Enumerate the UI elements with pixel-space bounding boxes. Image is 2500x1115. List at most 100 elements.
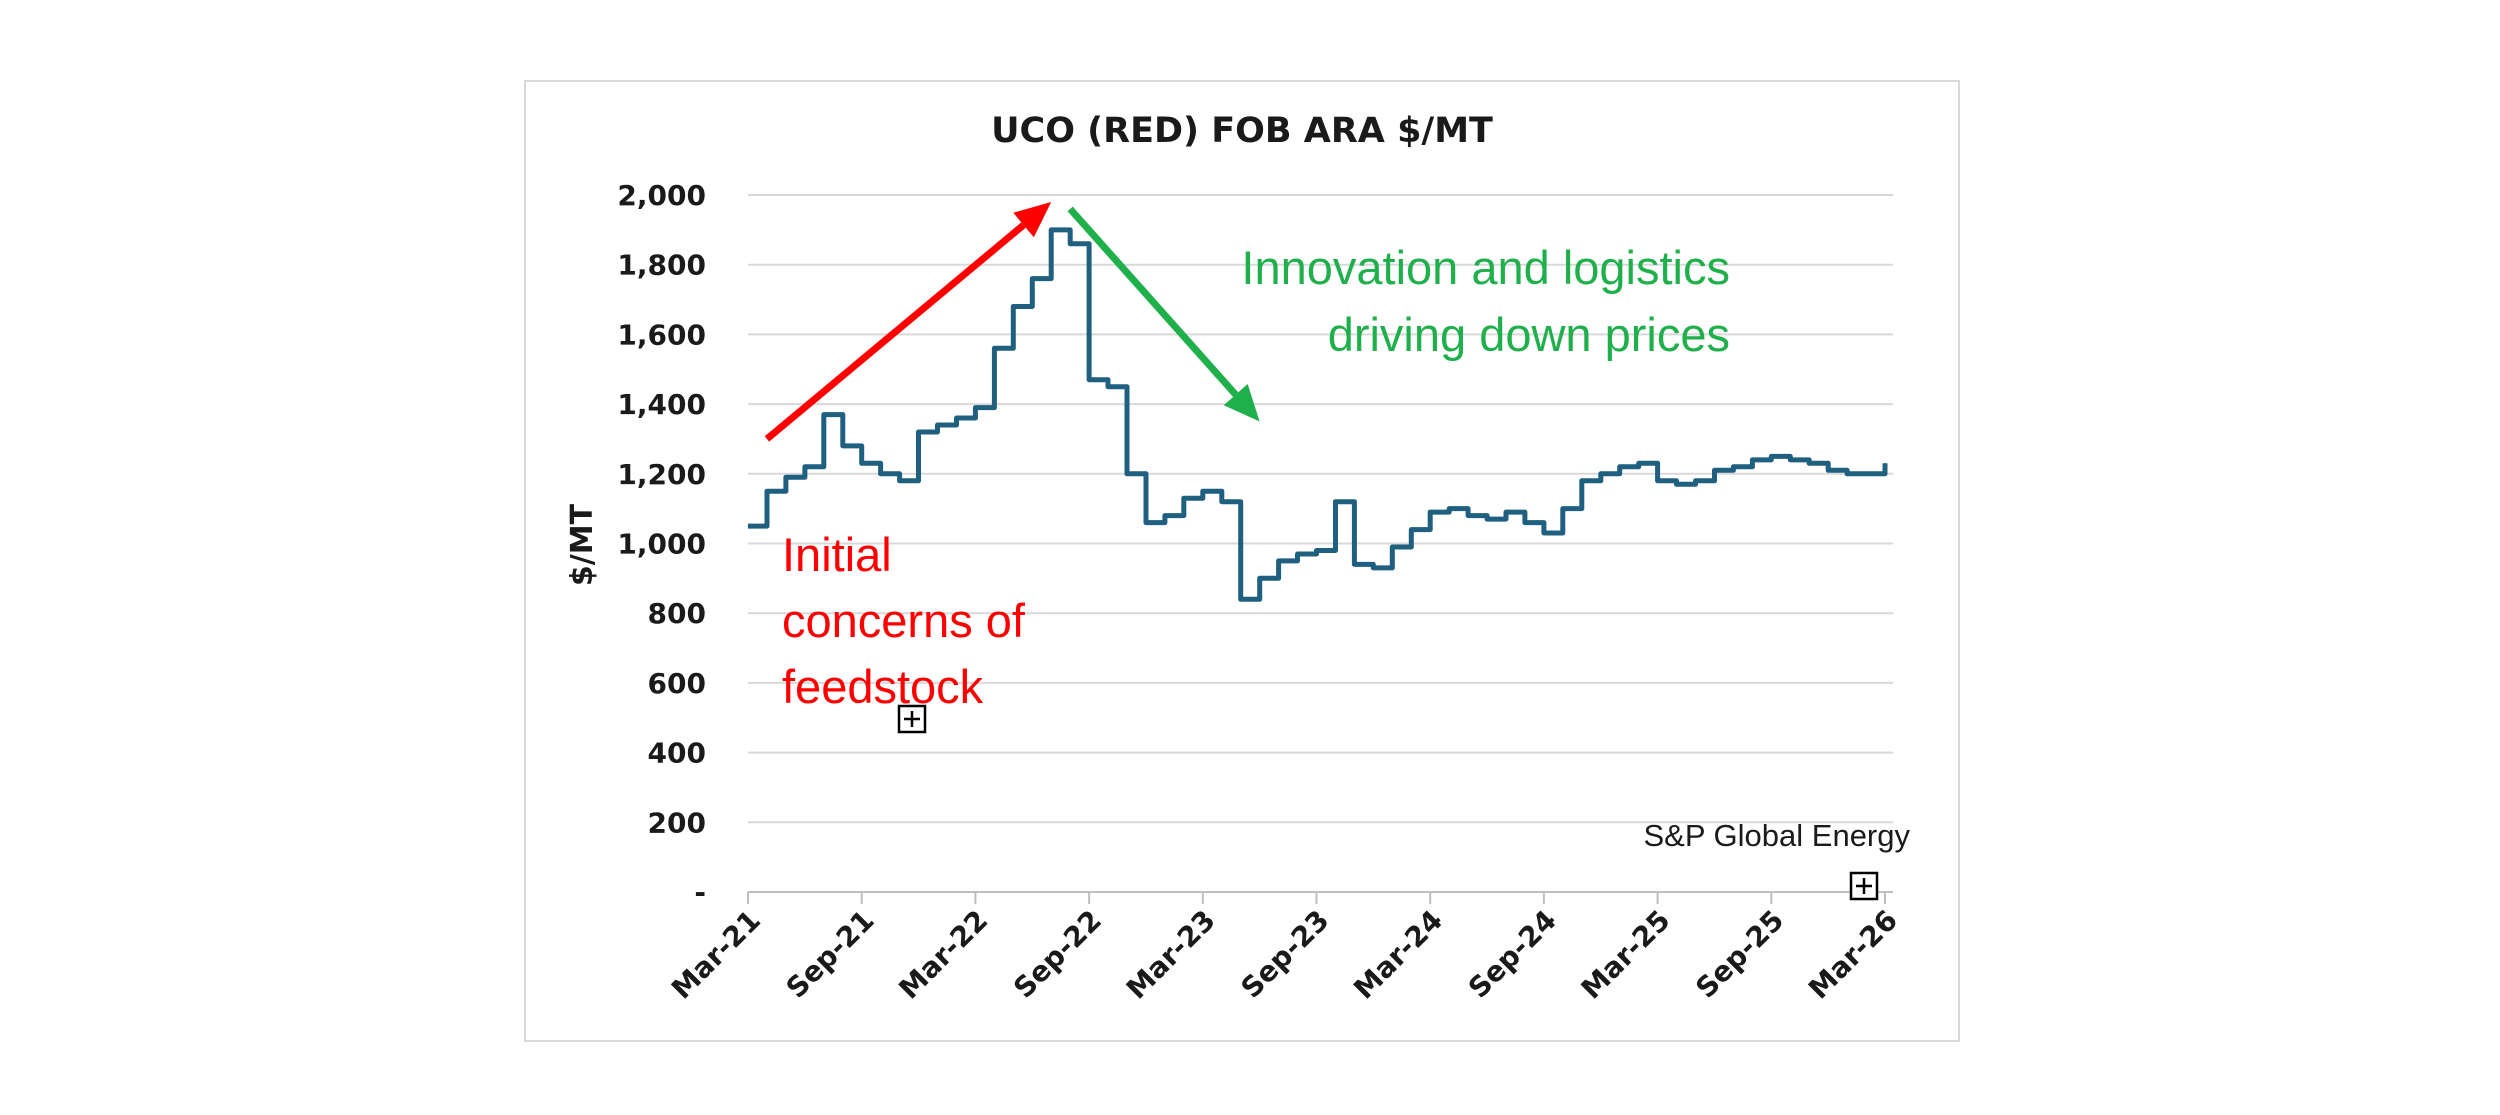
annotation-arrow-head	[1223, 384, 1260, 422]
data-point	[1107, 386, 1109, 388]
data-point	[1562, 508, 1564, 510]
data-point	[1713, 469, 1715, 471]
x-axis: Mar-21 Sep-21 Mar-22 Sep-22 Mar-23 Sep-23 Mar-…	[665, 891, 1904, 1006]
data-point	[1543, 532, 1545, 534]
x-tick-label: Mar-25	[1575, 904, 1677, 1006]
data-point	[1486, 518, 1488, 520]
data-point	[1467, 515, 1469, 517]
data-point	[1259, 577, 1261, 579]
x-tick-label: Sep-22	[1007, 904, 1108, 1005]
chart-title: UCO (RED) FOB ARA $/MT	[991, 111, 1493, 151]
data-point	[937, 424, 938, 426]
expand-icon[interactable]	[897, 704, 927, 734]
y-tick-label: 1,200	[617, 458, 706, 491]
data-point	[1865, 473, 1867, 475]
data-point	[899, 480, 901, 482]
x-tick-label: Sep-24	[1462, 904, 1563, 1005]
x-tick-label: Mar-21	[665, 904, 767, 1006]
x-tick-label: Mar-24	[1347, 904, 1449, 1006]
data-point	[823, 414, 825, 416]
data-point	[842, 445, 844, 447]
data-point	[1126, 473, 1128, 475]
y-tick-label: 1,400	[617, 388, 706, 421]
annotation-red-line-2: concerns of	[782, 594, 1026, 647]
data-point	[1581, 480, 1583, 482]
y-tick-label: 2,000	[617, 179, 706, 212]
data-point	[1808, 462, 1810, 464]
y-tick-label: 800	[648, 597, 706, 630]
data-point	[1732, 466, 1734, 468]
series-layer	[747, 227, 1888, 602]
annotation-arrows	[764, 201, 1260, 442]
data-point	[1884, 462, 1886, 464]
data-point	[1600, 473, 1602, 475]
x-tick-label: Mar-23	[1120, 904, 1222, 1006]
data-point	[918, 431, 920, 433]
y-tick-label: 600	[648, 667, 706, 700]
data-point	[1827, 469, 1829, 471]
x-tick-label: Sep-25	[1689, 904, 1790, 1005]
data-point	[1372, 567, 1374, 569]
annotation-arrow-head	[1013, 201, 1052, 238]
y-tick-label: 1,600	[617, 318, 706, 351]
price-series-line	[748, 227, 1888, 602]
annotation-red-line-3: feedstock	[782, 660, 984, 713]
data-point	[861, 462, 863, 464]
x-tick-label: Mar-26	[1802, 904, 1904, 1006]
data-point	[1164, 515, 1166, 517]
data-point	[955, 417, 957, 419]
expand-icon[interactable]	[1849, 871, 1879, 901]
data-point	[1353, 563, 1355, 565]
source-label: S&P Global Energy	[1643, 818, 1910, 853]
data-point	[1770, 455, 1772, 457]
x-tick-label: Sep-21	[780, 904, 881, 1005]
data-point	[1050, 229, 1052, 231]
data-point	[1676, 483, 1678, 485]
data-point	[1221, 501, 1223, 503]
data-point	[747, 525, 749, 527]
data-point	[1505, 511, 1507, 513]
data-point	[1278, 560, 1280, 562]
data-point	[766, 490, 768, 492]
data-point	[1202, 490, 1204, 492]
annotation-red-line-1: Initial	[782, 528, 892, 581]
x-tick-label: Mar-22	[892, 904, 994, 1006]
data-point	[1619, 466, 1621, 468]
y-axis-ticks: - 200 400 600 800 1,000 1,200 1,400 1,600 1,800 2,…	[617, 179, 706, 909]
y-tick-label: -	[694, 876, 706, 909]
data-point	[804, 466, 806, 468]
x-tick-label: Sep-23	[1234, 904, 1335, 1005]
annotation-green-line-2: driving down prices	[1328, 308, 1730, 361]
data-point	[1334, 501, 1336, 503]
data-point	[1638, 462, 1640, 464]
data-point	[1012, 306, 1014, 308]
data-point	[1031, 278, 1033, 280]
data-point	[974, 407, 976, 409]
annotation-arrow-shaft	[764, 222, 1026, 442]
annotation-arrow-shaft	[1067, 206, 1239, 397]
data-point	[1846, 473, 1848, 475]
data-point	[1391, 546, 1393, 548]
y-tick-label: 1,800	[617, 249, 706, 282]
data-point	[1429, 511, 1431, 513]
data-point	[1088, 379, 1090, 381]
data-point	[1789, 459, 1791, 461]
y-axis-label: $/MT	[565, 503, 600, 586]
data-point	[1695, 480, 1696, 482]
data-point	[880, 473, 882, 475]
data-point	[993, 347, 995, 349]
y-tick-label: 400	[648, 737, 706, 770]
data-point	[1145, 522, 1147, 524]
annotation-green-line-1: Innovation and logistics	[1241, 241, 1730, 294]
data-point	[1410, 529, 1412, 531]
data-point	[1183, 497, 1185, 499]
data-point	[785, 476, 787, 478]
data-point	[1524, 522, 1526, 524]
data-point	[1297, 553, 1299, 555]
data-point	[1240, 598, 1242, 600]
data-point	[1069, 243, 1071, 245]
data-point	[1657, 480, 1659, 482]
gridlines	[748, 194, 1893, 824]
data-point	[1448, 508, 1450, 510]
